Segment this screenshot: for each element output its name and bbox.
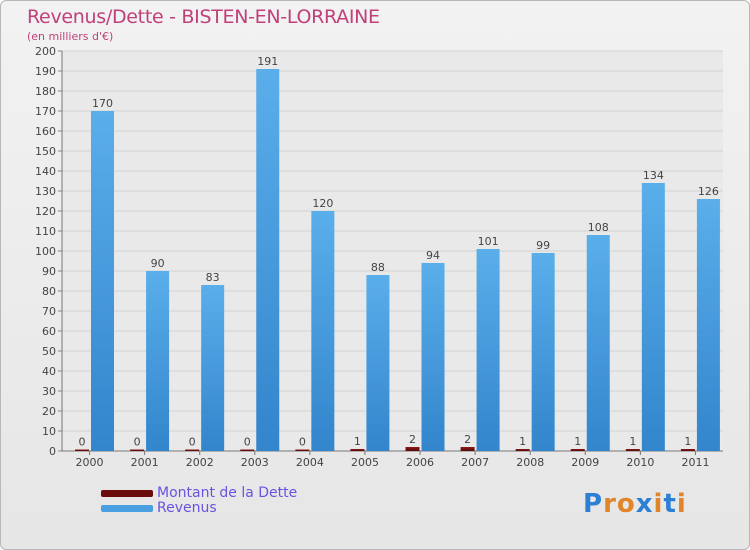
data-label-revenus-2011: 126 xyxy=(698,185,719,198)
data-label-revenus-2007: 101 xyxy=(478,235,499,248)
data-label-dette-2008: 1 xyxy=(519,435,526,448)
legend-label-revenus: Revenus xyxy=(157,500,217,516)
bar-dette-2000 xyxy=(75,449,89,451)
bar-dette-2005 xyxy=(350,449,365,451)
y-tick-label: 160 xyxy=(35,125,56,138)
y-tick-label: 190 xyxy=(35,65,56,78)
x-tick-label: 2004 xyxy=(296,456,324,469)
data-label-revenus-2004: 120 xyxy=(312,197,333,210)
logo-letter: x xyxy=(635,489,654,519)
bar-revenus-2001 xyxy=(146,271,170,451)
x-tick-label: 2010 xyxy=(626,456,654,469)
data-label-dette-2011: 1 xyxy=(684,435,691,448)
bar-dette-2004 xyxy=(295,449,310,451)
legend-label-dette: Montant de la Dette xyxy=(157,485,298,501)
data-label-revenus-2010: 134 xyxy=(643,169,664,182)
data-label-revenus-2003: 191 xyxy=(257,55,278,68)
data-label-revenus-2001: 90 xyxy=(151,257,165,270)
y-tick-label: 150 xyxy=(35,145,56,158)
bar-dette-2001 xyxy=(130,449,145,451)
y-tick-label: 180 xyxy=(35,85,56,98)
y-tick-label: 90 xyxy=(42,265,56,278)
y-tick-label: 110 xyxy=(35,225,56,238)
x-tick-label: 2000 xyxy=(76,456,104,469)
x-tick-label: 2001 xyxy=(131,456,159,469)
x-tick-label: 2007 xyxy=(461,456,489,469)
chart-title: Revenus/Dette - BISTEN-EN-LORRAINE xyxy=(27,6,380,28)
y-tick-label: 20 xyxy=(42,405,56,418)
logo-letter: i xyxy=(676,489,687,519)
logo-letter: o xyxy=(616,489,636,519)
y-tick-label: 40 xyxy=(42,365,56,378)
data-label-dette-2000: 0 xyxy=(79,436,86,449)
x-tick-label: 2011 xyxy=(681,456,709,469)
x-tick-label: 2006 xyxy=(406,456,434,469)
bar-dette-2007 xyxy=(460,447,475,451)
data-label-dette-2004: 0 xyxy=(299,436,306,449)
y-tick-label: 60 xyxy=(42,325,56,338)
data-label-dette-2010: 1 xyxy=(629,435,636,448)
x-tick-label: 2002 xyxy=(186,456,214,469)
logo-letter: i xyxy=(653,489,664,519)
bar-revenus-2000 xyxy=(91,111,114,451)
bar-dette-2010 xyxy=(625,449,640,451)
bar-revenus-2003 xyxy=(256,69,280,451)
y-tick-label: 0 xyxy=(49,445,56,458)
logo-letter: P xyxy=(583,489,604,519)
bar-revenus-2009 xyxy=(586,235,610,451)
data-label-dette-2009: 1 xyxy=(574,435,581,448)
x-tick-label: 2003 xyxy=(241,456,269,469)
bar-revenus-2007 xyxy=(476,249,500,451)
data-label-revenus-2002: 83 xyxy=(206,271,220,284)
y-tick-label: 170 xyxy=(35,105,56,118)
bar-dette-2011 xyxy=(680,449,695,451)
y-tick-label: 50 xyxy=(42,345,56,358)
data-label-dette-2007: 2 xyxy=(464,433,471,446)
data-label-dette-2005: 1 xyxy=(354,435,361,448)
x-tick-label: 2008 xyxy=(516,456,544,469)
data-label-revenus-2008: 99 xyxy=(536,239,550,252)
bar-dette-2003 xyxy=(240,449,255,451)
data-label-dette-2006: 2 xyxy=(409,433,416,446)
bar-dette-2006 xyxy=(405,447,420,451)
logo-letter: r xyxy=(603,489,617,519)
x-tick-label: 2005 xyxy=(351,456,379,469)
x-tick-label: 2009 xyxy=(571,456,599,469)
bar-dette-2009 xyxy=(570,449,585,451)
bar-revenus-2011 xyxy=(696,199,720,451)
bar-revenus-2002 xyxy=(201,285,225,451)
bar-revenus-2006 xyxy=(421,263,445,451)
proxiti-logo: Proxiti xyxy=(583,489,687,519)
data-label-revenus-2006: 94 xyxy=(426,249,440,262)
y-tick-label: 140 xyxy=(35,165,56,178)
bar-revenus-2008 xyxy=(531,253,555,451)
y-tick-label: 70 xyxy=(42,305,56,318)
data-label-revenus-2000: 170 xyxy=(92,97,113,110)
chart-subtitle: (en milliers d'€) xyxy=(27,30,114,43)
bar-revenus-2010 xyxy=(641,183,665,451)
data-label-dette-2003: 0 xyxy=(244,436,251,449)
y-tick-label: 10 xyxy=(42,425,56,438)
data-label-dette-2002: 0 xyxy=(189,436,196,449)
y-tick-label: 100 xyxy=(35,245,56,258)
data-label-dette-2001: 0 xyxy=(134,436,141,449)
y-tick-label: 130 xyxy=(35,185,56,198)
data-label-revenus-2005: 88 xyxy=(371,261,385,274)
bar-revenus-2004 xyxy=(311,211,335,451)
y-tick-label: 30 xyxy=(42,385,56,398)
y-tick-label: 200 xyxy=(35,45,56,58)
y-tick-label: 120 xyxy=(35,205,56,218)
bar-dette-2008 xyxy=(515,449,530,451)
legend-swatch-dette xyxy=(101,490,153,497)
legend-swatch-revenus xyxy=(101,505,153,512)
bar-dette-2002 xyxy=(185,449,200,451)
data-label-revenus-2009: 108 xyxy=(588,221,609,234)
bar-revenus-2005 xyxy=(366,275,390,451)
y-tick-label: 80 xyxy=(42,285,56,298)
logo-letter: t xyxy=(663,489,677,519)
